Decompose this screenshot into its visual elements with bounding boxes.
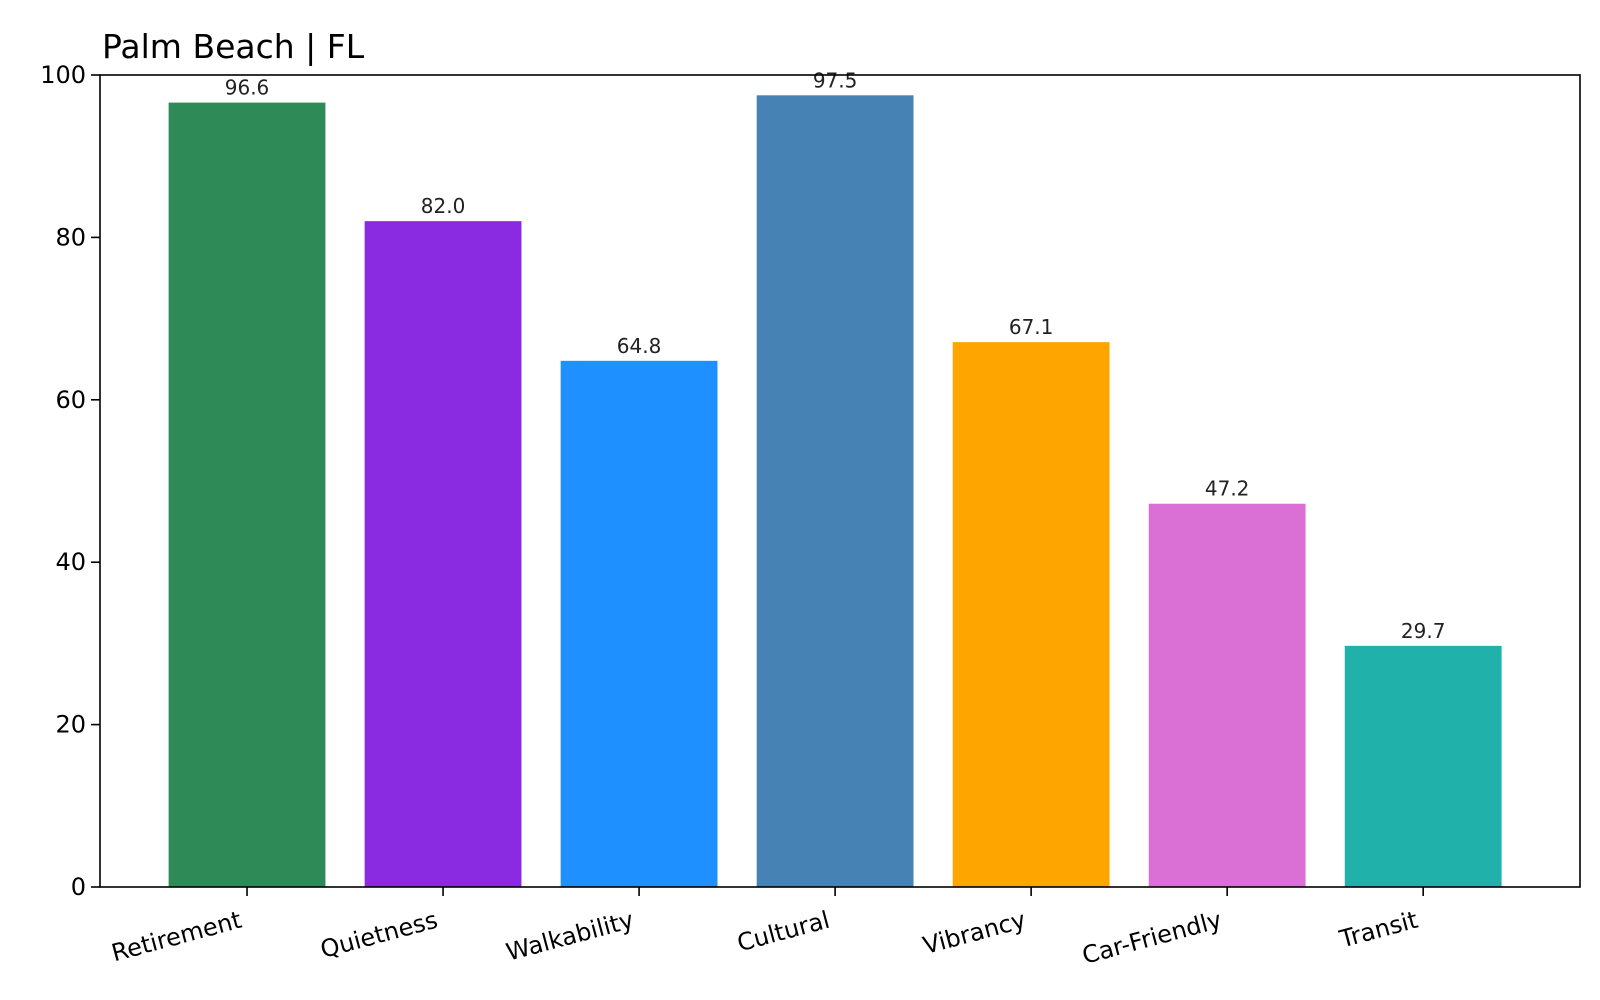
y-tick-label: 20 — [55, 711, 86, 739]
x-axis: Retirement Quietness Walkability Cultural Vi… — [109, 887, 1424, 970]
bars-group — [168, 95, 1502, 888]
y-axis: 0 20 40 60 80 100 — [40, 61, 100, 901]
data-label: 29.7 — [1401, 619, 1446, 643]
data-label: 82.0 — [421, 194, 466, 218]
data-label: 64.8 — [617, 334, 662, 358]
bar-cultural — [756, 95, 914, 888]
bar-vibrancy — [952, 342, 1110, 887]
x-tick-label: Cultural — [734, 906, 833, 958]
x-tick-label: Quietness — [318, 906, 441, 964]
x-tick-label: Retirement — [109, 906, 245, 968]
x-tick-label: Car-Friendly — [1079, 906, 1225, 970]
bar-transit — [1344, 645, 1502, 887]
x-tick-label: Vibrancy — [920, 906, 1029, 960]
data-labels-group: 96.6 82.0 64.8 97.5 67.1 47.2 29.7 — [225, 68, 1446, 643]
x-tick-label: Walkability — [503, 906, 636, 967]
x-tick-label: Transit — [1336, 906, 1421, 954]
y-tick-label: 40 — [55, 548, 86, 576]
y-tick-label: 60 — [55, 386, 86, 414]
chart-title: Palm Beach | FL — [102, 27, 365, 66]
data-label: 96.6 — [225, 76, 270, 100]
data-label: 67.1 — [1009, 315, 1054, 339]
bar-walkability — [560, 360, 718, 888]
bar-quietness — [364, 221, 522, 887]
data-label: 47.2 — [1205, 477, 1250, 501]
y-tick-label: 80 — [55, 223, 86, 251]
data-label: 97.5 — [813, 68, 858, 92]
y-tick-label: 100 — [40, 61, 86, 89]
y-tick-label: 0 — [71, 873, 86, 901]
plot-frame — [99, 74, 1581, 888]
bar-car-friendly — [1148, 503, 1306, 887]
bar-retirement — [168, 102, 326, 887]
